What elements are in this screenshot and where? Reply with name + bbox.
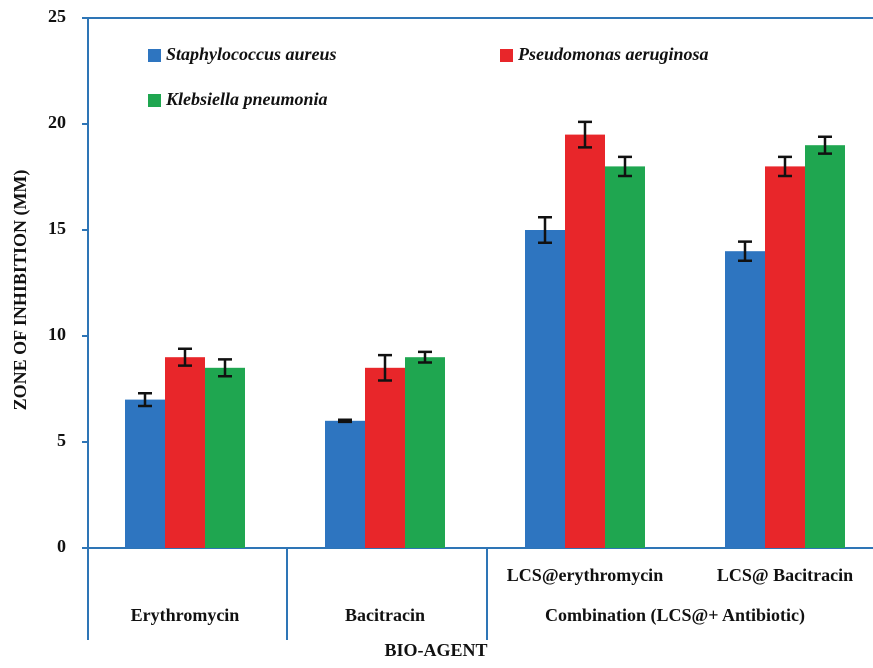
bar [805,145,845,548]
bar [165,357,205,548]
error-bar [378,353,392,382]
error-bar [618,155,632,178]
error-bar [178,347,192,367]
error-bar [338,418,352,424]
bar [205,367,245,548]
legend-swatch [500,49,513,62]
legend-label: Pseudomonas aeruginosa [517,44,709,64]
x-tick-label: LCS@ Bacitracin [717,565,853,585]
bar [725,251,765,548]
y-tick-label: 15 [48,218,66,238]
error-bar [738,240,752,262]
y-tick-label: 25 [48,6,66,26]
x-tick-label: LCS@erythromycin [507,565,663,585]
x-group-label: Combination (LCS@+ Antibiotic) [545,605,805,626]
bar [405,357,445,548]
legend-label: Staphylococcus aureus [166,44,337,64]
bar [325,420,365,548]
error-bar [818,135,832,155]
x-axis-label: BIO-AGENT [384,640,487,660]
bar [605,166,645,548]
legend-swatch [148,94,161,107]
error-bar [218,358,232,378]
error-bar [538,216,552,244]
error-bar [578,120,592,149]
bar [565,134,605,548]
error-bar [418,350,432,364]
legend-label: Klebsiella pneumonia [165,89,328,109]
bar [765,166,805,548]
bar [125,399,165,548]
legend-swatch [148,49,161,62]
y-tick-label: 20 [48,112,66,132]
bar [365,367,405,548]
y-tick-label: 0 [57,536,66,556]
x-tick-label: Erythromycin [131,605,240,625]
bar [525,230,565,548]
y-tick-label: 10 [48,324,66,344]
error-bar [778,155,792,178]
error-bar [138,391,152,408]
y-axis-label: ZONE OF INHIBITION (MM) [10,170,31,411]
x-tick-label: Bacitracin [345,605,425,625]
y-tick-label: 5 [57,430,66,450]
